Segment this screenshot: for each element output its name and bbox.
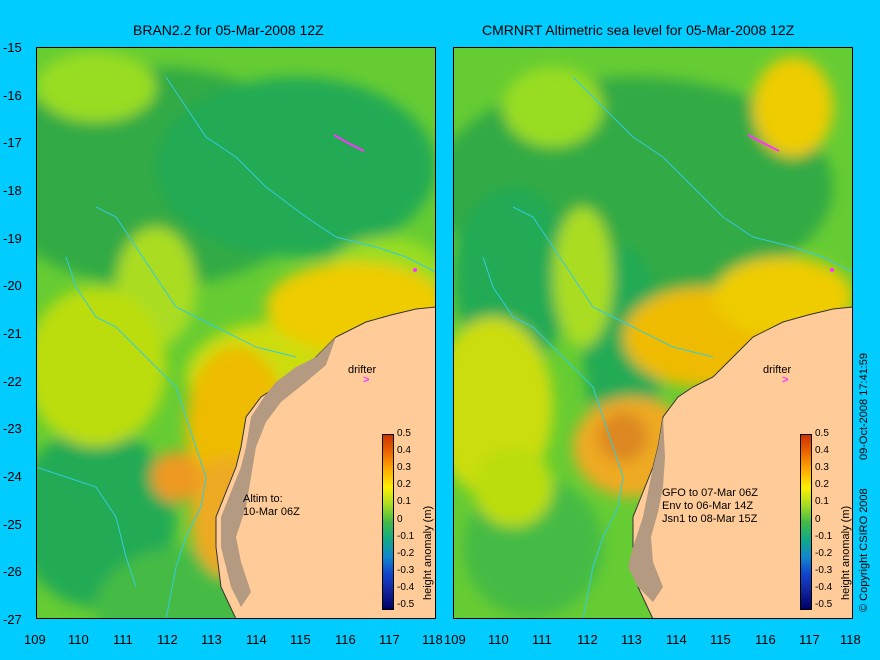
- x-tick-label: 114: [666, 632, 687, 647]
- left-x-axis-ticks: 109 110 111 112 113 114 115 116 117 118: [0, 632, 450, 652]
- left-altim-note: Altim to: 10-Mar 06Z: [243, 493, 300, 519]
- x-tick-label: 113: [201, 632, 222, 647]
- right-colorbar-label: height anomaly (m): [840, 505, 852, 600]
- altim-note-line: Env to 06-Mar 14Z: [662, 500, 754, 512]
- y-tick-label: -26: [3, 564, 22, 579]
- right-map: [453, 47, 853, 619]
- x-tick-label: 116: [755, 632, 776, 647]
- left-map-title: BRAN2.2 for 05-Mar-2008 12Z: [133, 22, 324, 38]
- right-x-axis-ticks: 109 110 111 112 113 114 115 116 117 118: [440, 632, 880, 652]
- copyright-text: © Copyright CSIRO 2008: [858, 488, 870, 612]
- x-tick-label: 109: [444, 632, 466, 647]
- right-map-title: CMRNRT Altimetric sea level for 05-Mar-2…: [482, 22, 795, 38]
- y-tick-label: -17: [3, 135, 22, 150]
- right-colorbar: [800, 434, 812, 610]
- x-tick-label: 115: [290, 632, 311, 647]
- y-axis-ticks: -15 -16 -17 -18 -19 -20 -21 -22 -23 -24 …: [3, 40, 37, 630]
- timestamp-text: 09-Oct-2008 17:41:59: [858, 352, 870, 460]
- right-drifter-marker: >: [782, 374, 789, 386]
- x-tick-label: 112: [157, 632, 178, 647]
- y-tick-label: -19: [3, 231, 22, 246]
- y-tick-label: -22: [3, 374, 22, 389]
- x-tick-label: 118: [422, 632, 443, 647]
- left-colorbar: [382, 434, 394, 610]
- x-tick-label: 118: [840, 632, 861, 647]
- x-tick-label: 113: [621, 632, 642, 647]
- x-tick-label: 111: [113, 632, 133, 647]
- y-tick-label: -16: [3, 88, 22, 103]
- altim-note-line: Altim to:: [243, 493, 283, 505]
- x-tick-label: 110: [68, 632, 89, 647]
- y-tick-label: -18: [3, 183, 22, 198]
- left-drifter-label: drifter: [348, 364, 377, 376]
- left-colorbar-label: height anomaly (m): [422, 505, 434, 600]
- right-altim-note: GFO to 07-Mar 06Z Env to 06-Mar 14Z Jsn1…: [662, 487, 758, 526]
- y-tick-label: -25: [3, 517, 22, 532]
- left-drifter-marker: >: [363, 374, 370, 386]
- y-tick-label: -27: [3, 612, 22, 627]
- right-drifter-label: drifter: [763, 364, 792, 376]
- y-tick-label: -23: [3, 421, 22, 436]
- x-tick-label: 117: [379, 632, 400, 647]
- altim-note-line: Jsn1 to 08-Mar 15Z: [662, 513, 758, 525]
- altim-note-line: GFO to 07-Mar 06Z: [662, 487, 758, 499]
- altim-note-line: 10-Mar 06Z: [243, 506, 300, 518]
- y-tick-label: -21: [3, 326, 22, 341]
- right-colorbar-ticks: 0.5 0.4 0.3 0.2 0.1 0 -0.1 -0.2 -0.3 -0.…: [815, 428, 833, 610]
- x-tick-label: 115: [710, 632, 731, 647]
- y-tick-label: -24: [3, 469, 22, 484]
- x-tick-label: 114: [246, 632, 267, 647]
- x-tick-label: 109: [24, 632, 46, 647]
- x-tick-label: 117: [799, 632, 820, 647]
- x-tick-label: 111: [532, 632, 552, 647]
- left-colorbar-ticks: 0.5 0.4 0.3 0.2 0.1 0 -0.1 -0.2 -0.3 -0.…: [397, 428, 415, 610]
- left-map: [36, 47, 436, 619]
- left-landmass: [215, 306, 436, 619]
- y-tick-label: -20: [3, 278, 22, 293]
- y-tick-label: -15: [3, 40, 22, 55]
- x-tick-label: 112: [577, 632, 598, 647]
- x-tick-label: 110: [488, 632, 509, 647]
- x-tick-label: 116: [335, 632, 356, 647]
